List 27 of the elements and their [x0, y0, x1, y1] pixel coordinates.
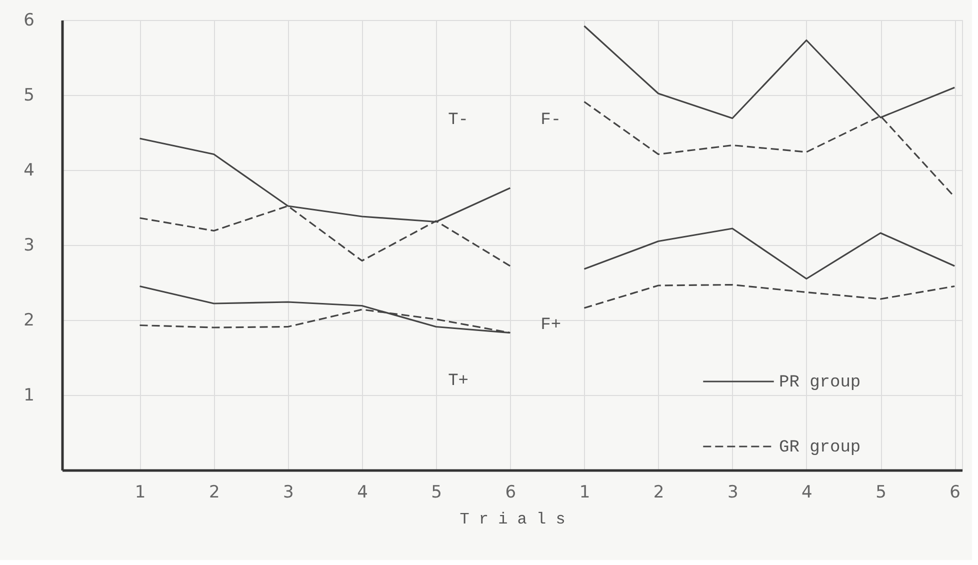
x-tick-label: 2: [653, 482, 664, 502]
annotation: T+: [448, 372, 468, 391]
annotation: F+: [540, 316, 562, 335]
x-tick-label: 1: [579, 482, 590, 502]
annotation: T-: [448, 111, 468, 130]
legend-label: PR group: [779, 374, 861, 392]
y-tick-label: 2: [24, 310, 34, 330]
x-tick-label: 2: [208, 482, 220, 502]
x-tick-label: 6: [950, 482, 961, 502]
x-axis-title: T r i a l s: [460, 510, 566, 528]
y-tick-label: 3: [24, 236, 34, 256]
x-tick-label: 5: [876, 482, 886, 502]
y-tick-label: 6: [24, 10, 34, 30]
x-tick-label: 3: [283, 482, 294, 502]
legend-label: GR group: [779, 438, 861, 458]
y-tick-label: 1: [24, 386, 34, 406]
x-tick-label: 3: [727, 482, 738, 502]
annotation: F-: [540, 111, 562, 130]
line-series: [583, 228, 956, 280]
y-tick-label: 5: [24, 86, 34, 106]
x-tick-label: 6: [505, 482, 516, 502]
y-tick-label: 4: [24, 160, 34, 180]
x-tick-label: 4: [802, 482, 812, 502]
x-tick-label: 4: [357, 482, 368, 502]
x-tick-label: 5: [431, 482, 442, 502]
x-tick-label: 1: [134, 482, 146, 502]
line-series: [583, 284, 956, 309]
